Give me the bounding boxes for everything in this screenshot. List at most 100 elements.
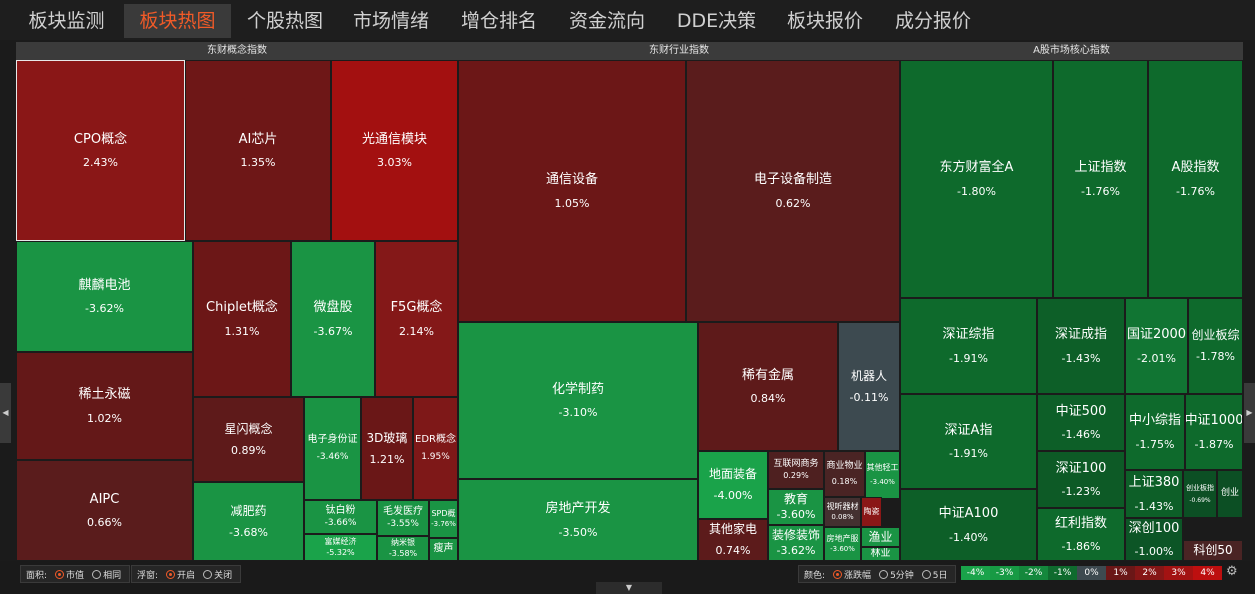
color-5day-radio[interactable] (921, 569, 931, 579)
tile-fishery[interactable]: 渔业 (861, 527, 900, 547)
tile-3d-glass[interactable]: 3D玻璃 1.21% (361, 397, 413, 500)
tile-cpo[interactable]: CPO概念 2.43% (16, 60, 185, 241)
area-market-cap-radio[interactable] (55, 569, 65, 579)
tile-other-appliances[interactable]: 其他家电 0.74% (698, 519, 768, 561)
tile-cni-2000[interactable]: 国证2000 -2.01% (1125, 298, 1188, 394)
tile-rare-earth[interactable]: 稀土永磁 1.02% (16, 352, 193, 460)
tile-change: 2.14% (399, 324, 434, 338)
tile-change: -3.46% (316, 452, 349, 463)
tile-name: 深证A指 (944, 422, 993, 438)
tile-sse-composite[interactable]: 上证指数 -1.76% (1053, 60, 1148, 298)
tile-change: 0.89% (231, 443, 266, 457)
color-5day-label[interactable]: 5日 (932, 570, 948, 581)
tile-commercial-property[interactable]: 商业物业 0.18% (824, 451, 865, 497)
float-on-label[interactable]: 开启 (177, 570, 196, 581)
tile-weight-loss-drug[interactable]: 减肥药 -3.68% (193, 482, 304, 561)
tab-market-sentiment[interactable]: 市场情绪 (352, 10, 429, 32)
tile-szse-a[interactable]: 深证A指 -1.91% (900, 394, 1037, 489)
tile-szse-100[interactable]: 深证100 -1.23% (1037, 451, 1125, 508)
tile-chinext-composite[interactable]: 创业板综 -1.78% (1188, 298, 1243, 394)
tile-hearing[interactable]: 瘦声 (429, 538, 458, 561)
tile-real-estate-dev[interactable]: 房地产开发 -3.50% (458, 479, 698, 561)
tile-ai-chip[interactable]: AI芯片 1.35% (185, 60, 331, 241)
tile-spd[interactable]: SPD概 -3.76% (429, 500, 458, 538)
tab-stock-heatmap[interactable]: 个股热图 (246, 10, 323, 32)
tile-star-50[interactable]: 科创50 (1183, 540, 1243, 561)
scroll-left-icon[interactable]: ◀ (0, 383, 11, 443)
tile-szse-innovation-100[interactable]: 深创100 -1.00% (1125, 518, 1183, 561)
tile-sme-composite[interactable]: 中小综指 -1.75% (1125, 394, 1185, 470)
tile-ground-equipment[interactable]: 地面装备 -4.00% (698, 451, 768, 519)
tile-szse-composite[interactable]: 深证综指 -1.91% (900, 298, 1037, 394)
gear-icon[interactable]: ⚙ (1226, 564, 1238, 579)
tile-electronics-mfg[interactable]: 电子设备制造 0.62% (686, 60, 900, 322)
area-equal-label[interactable]: 相同 (103, 570, 122, 581)
tile-ceramics[interactable]: 陶瓷 (861, 497, 882, 527)
tab-board-monitor[interactable]: 板块监测 (28, 10, 105, 32)
tab-position-ranking[interactable]: 增仓排名 (460, 10, 537, 32)
tile-aipc[interactable]: AIPC 0.66% (16, 460, 193, 561)
tab-component-quote[interactable]: 成分报价 (894, 10, 971, 32)
tab-fund-flow[interactable]: 资金流向 (568, 10, 645, 32)
tile-rare-metals[interactable]: 稀有金属 0.84% (698, 322, 838, 451)
tab-board-quote[interactable]: 板块报价 (786, 10, 863, 32)
tile-edr[interactable]: EDR概念 1.95% (413, 397, 458, 500)
tile-name: 中证A100 (938, 506, 999, 522)
tile-nano-silver[interactable]: 纳米银 -3.58% (377, 536, 429, 561)
tile-hair-medical[interactable]: 毛发医疗 -3.55% (377, 500, 429, 536)
tile-szse-component[interactable]: 深证成指 -1.43% (1037, 298, 1125, 394)
tile-csi-500[interactable]: 中证500 -1.46% (1037, 394, 1125, 451)
tile-chemical-pharma[interactable]: 化学制药 -3.10% (458, 322, 698, 479)
tile-csi-a100[interactable]: 中证A100 -1.40% (900, 489, 1037, 561)
tile-internet-commerce[interactable]: 互联网商务 0.29% (768, 451, 824, 489)
tile-chinext-index[interactable]: 创业板指 -0.69% (1183, 470, 1217, 518)
tile-change: -3.10% (558, 406, 598, 420)
tab-board-heatmap[interactable]: 板块热图 (124, 4, 231, 38)
tile-name: 渔业 (868, 529, 893, 544)
tile-real-estate-service[interactable]: 房地产服 -3.60% (824, 527, 861, 561)
tile-e-id[interactable]: 电子身份证 -3.46% (304, 397, 361, 500)
tile-comm-equipment[interactable]: 通信设备 1.05% (458, 60, 686, 322)
tile-chinext-short[interactable]: 创业 (1217, 470, 1243, 518)
tile-eastmoney-all-a[interactable]: 东方财富全A -1.80% (900, 60, 1053, 298)
float-off-label[interactable]: 关闭 (214, 570, 233, 581)
tile-other-light-industry[interactable]: 其他轻工 -3.40% (865, 451, 900, 499)
tile-csi-1000[interactable]: 中证1000 -1.87% (1185, 394, 1243, 470)
tile-forestry[interactable]: 林业 (861, 547, 900, 561)
tile-dividend-index[interactable]: 红利指数 -1.86% (1037, 508, 1125, 561)
tab-dde-decision[interactable]: DDE决策 (676, 10, 757, 32)
color-change-radio[interactable] (833, 569, 843, 579)
tile-rich-media[interactable]: 富媒经济 -5.32% (304, 534, 377, 561)
color-change-label[interactable]: 涨跌幅 (844, 570, 872, 581)
tile-decoration[interactable]: 装修装饰 -3.62% (768, 525, 824, 561)
legend-swatch: -4% (961, 566, 990, 580)
tile-nearlink[interactable]: 星闪概念 0.89% (193, 397, 304, 482)
tile-change: -1.87% (1194, 437, 1234, 451)
tile-f5g[interactable]: F5G概念 2.14% (375, 241, 458, 397)
tile-name: 视听器材 (826, 502, 859, 512)
float-off-radio[interactable] (203, 569, 213, 579)
tile-chiplet[interactable]: Chiplet概念 1.31% (193, 241, 291, 397)
tile-name: 毛发医疗 (383, 505, 423, 517)
tile-education[interactable]: 教育 -3.60% (768, 489, 824, 525)
float-on-radio[interactable] (166, 569, 176, 579)
tile-audio-visual[interactable]: 视听器材 0.08% (824, 497, 861, 527)
scroll-right-icon[interactable]: ▶ (1244, 383, 1255, 443)
area-market-cap-label[interactable]: 市值 (66, 570, 85, 581)
tile-name: 微盘股 (313, 300, 353, 316)
tile-change: -3.66% (324, 518, 357, 529)
collapse-chevron-down-icon[interactable]: ▼ (596, 582, 662, 594)
tile-optical-module[interactable]: 光通信模块 3.03% (331, 60, 458, 241)
tile-name: EDR概念 (415, 433, 456, 445)
tile-name: A股指数 (1171, 160, 1220, 176)
panel-header-industry: 东财行业指数 (458, 42, 901, 60)
color-5min-radio[interactable] (879, 569, 889, 579)
area-equal-radio[interactable] (92, 569, 102, 579)
tile-a-share-index[interactable]: A股指数 -1.76% (1148, 60, 1243, 298)
tile-robot[interactable]: 机器人 -0.11% (838, 322, 900, 451)
tile-micro-cap[interactable]: 微盘股 -3.67% (291, 241, 375, 397)
tile-kirin-battery[interactable]: 麒麟电池 -3.62% (16, 241, 193, 352)
tile-sse-380[interactable]: 上证380 -1.43% (1125, 470, 1183, 518)
tile-titanium-dioxide[interactable]: 钛白粉 -3.66% (304, 500, 377, 534)
color-5min-label[interactable]: 5分钟 (890, 570, 914, 581)
